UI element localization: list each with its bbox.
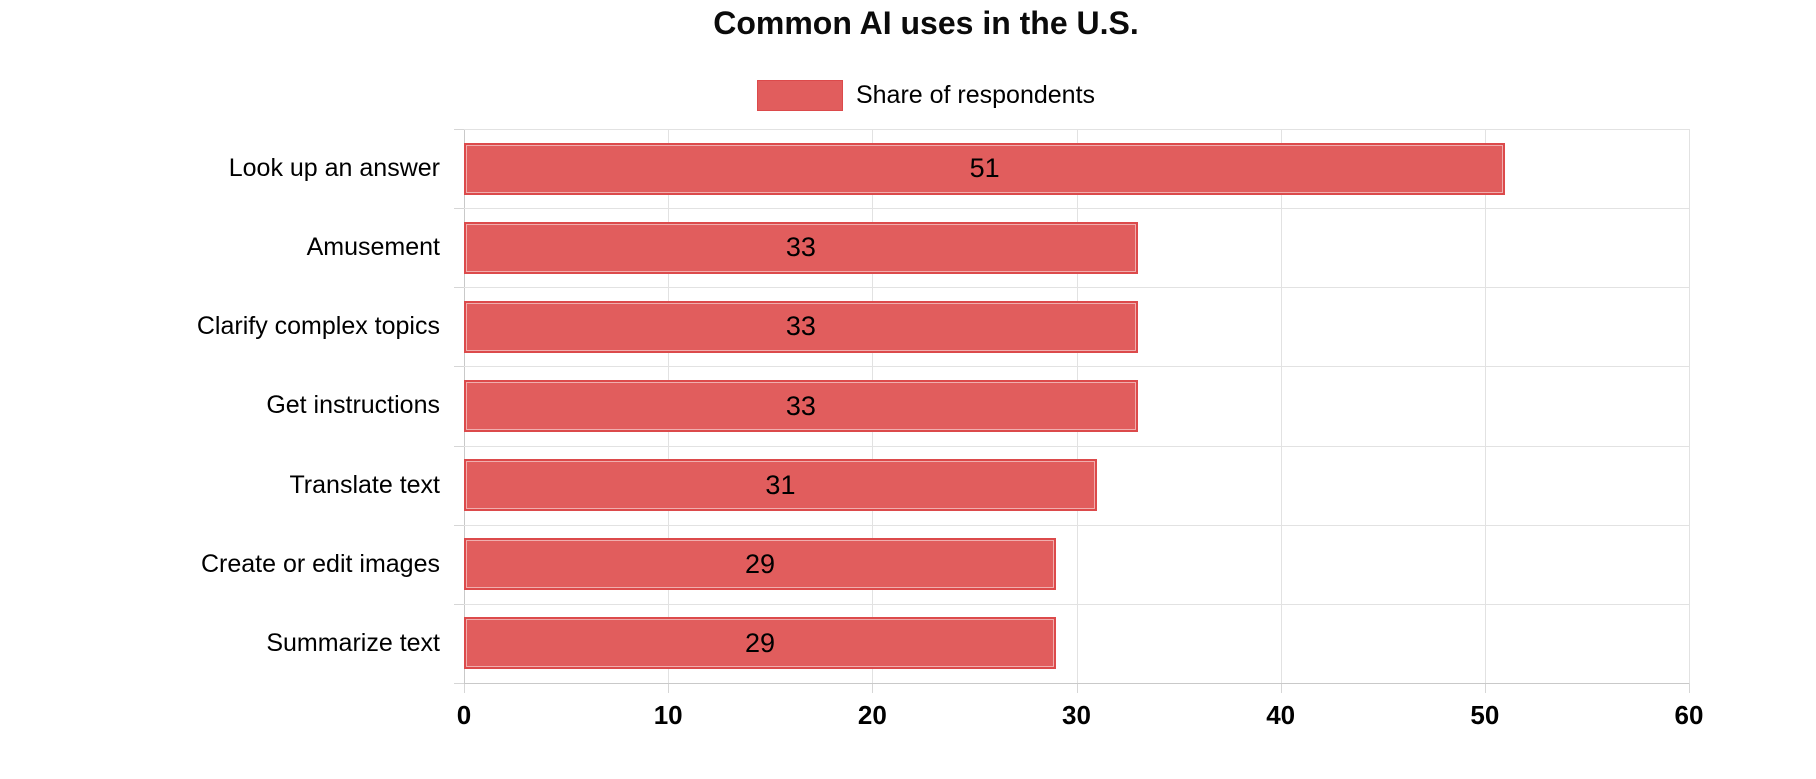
y-tick-mark [454,683,464,684]
row-gridline [464,524,1689,526]
x-tick-mark [464,683,465,693]
y-axis-label-summarize-text: Summarize text [266,628,440,657]
y-tick-mark [454,445,464,447]
x-tick-mark [1280,683,1282,693]
y-axis-label-get-instructions: Get instructions [266,391,440,420]
x-tick-mark [668,683,670,693]
x-tick-mark [872,683,874,693]
x-tick-mark [1076,683,1078,693]
x-gridline [1484,129,1486,683]
bar-get-instructions[interactable] [464,380,1138,432]
row-gridline [464,366,1689,368]
row-gridline [464,287,1689,289]
y-tick-mark [454,287,464,289]
y-axis-label-clarify-complex-topics: Clarify complex topics [196,312,440,341]
y-axis-label-create-or-edit-images: Create or edit images [200,549,440,578]
x-gridline [1689,129,1690,683]
y-axis-label-amusement: Amusement [306,233,440,262]
row-gridline [464,129,1689,130]
x-axis-line [464,683,1689,684]
bar-create-or-edit-images[interactable] [464,538,1057,591]
y-tick-mark [454,366,464,368]
bar-summarize-text[interactable] [464,617,1057,670]
x-axis-tick-label: 60 [1674,700,1704,730]
x-tick-mark [1484,683,1486,693]
y-tick-mark [454,524,464,526]
chart-title: Common AI uses in the U.S. [713,5,1139,41]
x-axis-tick-label: 30 [1062,700,1091,730]
x-gridline [1280,129,1282,683]
legend-label: Share of respondents [855,81,1096,109]
x-axis-tick-label: 0 [456,700,472,730]
bar-amusement[interactable] [464,221,1138,274]
bar-look-up-an-answer[interactable] [464,142,1506,195]
legend-swatch [756,80,843,111]
x-tick-mark [1689,683,1690,693]
y-axis-label-look-up-an-answer: Look up an answer [228,154,440,183]
row-gridline [464,208,1689,210]
row-gridline [464,603,1689,605]
x-axis-tick-label: 20 [857,700,887,730]
y-tick-mark [454,603,464,605]
bar-translate-text[interactable] [464,459,1097,512]
x-axis-tick-label: 50 [1470,700,1500,730]
x-axis-tick-label: 10 [653,700,683,730]
x-axis-tick-label: 40 [1266,700,1296,730]
legend[interactable]: Share of respondents [36,80,1816,111]
bar-clarify-complex-topics[interactable] [464,300,1138,353]
y-axis-label-translate-text: Translate text [289,470,440,499]
row-gridline [464,445,1689,447]
y-tick-mark [454,129,464,130]
y-tick-mark [454,208,464,210]
